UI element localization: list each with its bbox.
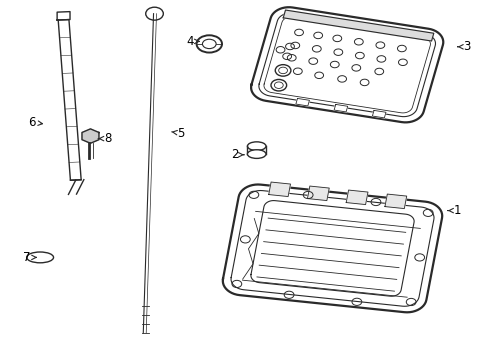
Text: 2: 2 bbox=[230, 148, 244, 161]
Text: 5: 5 bbox=[171, 127, 184, 140]
Polygon shape bbox=[384, 194, 406, 208]
Polygon shape bbox=[346, 190, 367, 204]
Ellipse shape bbox=[202, 39, 216, 49]
Ellipse shape bbox=[247, 142, 265, 150]
Ellipse shape bbox=[247, 150, 265, 158]
Polygon shape bbox=[295, 98, 309, 106]
Polygon shape bbox=[333, 104, 347, 112]
Polygon shape bbox=[307, 186, 328, 201]
Polygon shape bbox=[57, 12, 70, 20]
Ellipse shape bbox=[196, 35, 222, 53]
Text: 4: 4 bbox=[185, 35, 199, 48]
Text: 7: 7 bbox=[23, 251, 37, 264]
Text: 6: 6 bbox=[28, 116, 42, 129]
Polygon shape bbox=[223, 184, 441, 312]
Polygon shape bbox=[268, 182, 290, 197]
Polygon shape bbox=[82, 129, 99, 143]
Text: 8: 8 bbox=[98, 132, 111, 145]
Polygon shape bbox=[372, 111, 385, 118]
Polygon shape bbox=[251, 7, 442, 122]
Text: 1: 1 bbox=[447, 204, 460, 217]
Polygon shape bbox=[58, 19, 81, 180]
Polygon shape bbox=[283, 10, 433, 41]
Text: 3: 3 bbox=[457, 40, 470, 53]
